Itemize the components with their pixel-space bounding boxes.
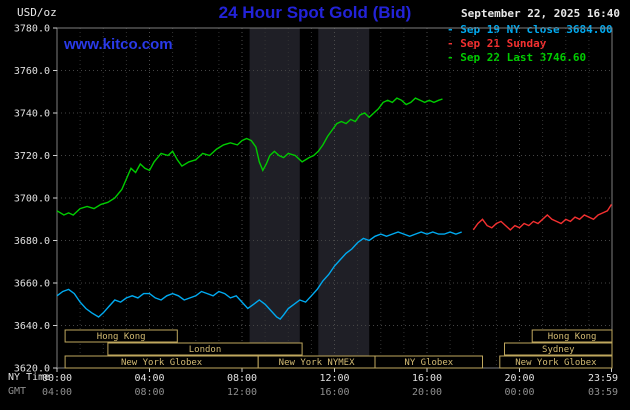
x-tick-label-ny: 20:00 xyxy=(504,373,534,384)
x-tick-label-gmt: 04:00 xyxy=(42,387,72,398)
y-tick-label: 3720.0 xyxy=(14,151,50,162)
legend-item-sep19: - Sep 19 NY close 3684.00 xyxy=(447,23,613,36)
x-tick-label-ny: 00:00 xyxy=(42,373,72,384)
session-box xyxy=(499,355,613,369)
y-tick-label: 3680.0 xyxy=(14,236,50,247)
x-tick-label-ny: 23:59 xyxy=(588,373,618,384)
legend-item-sep22: - Sep 22 Last 3746.60 xyxy=(447,51,587,64)
session-label: New York Globex xyxy=(515,358,597,368)
session-box xyxy=(531,329,613,343)
x-tick-label-gmt: 08:00 xyxy=(134,387,164,398)
session-label: NY Globex xyxy=(404,358,453,368)
x-tick-label-gmt: 03:59 xyxy=(588,387,618,398)
ny-time-axis-label: NY Time xyxy=(8,372,51,383)
gmt-axis-label: GMT xyxy=(8,386,27,397)
y-tick-label: 3740.0 xyxy=(14,109,50,120)
y-tick-label: 3780.0 xyxy=(14,24,50,35)
x-tick-label-ny: 08:00 xyxy=(227,373,257,384)
x-tick-label-ny: 16:00 xyxy=(412,373,442,384)
x-tick-label-gmt: 00:00 xyxy=(504,387,534,398)
x-tick-label-ny: 12:00 xyxy=(319,373,349,384)
nymex-session-band xyxy=(318,28,370,368)
price-series-2 xyxy=(56,97,443,216)
kitco-watermark-link[interactable]: www.kitco.com xyxy=(64,36,173,53)
session-box xyxy=(374,355,483,369)
x-tick-label-gmt: 20:00 xyxy=(412,387,442,398)
y-tick-label: 3620.0 xyxy=(14,364,50,375)
legend: - Sep 19 NY close 3684.00 - Sep 21 Sunda… xyxy=(447,23,613,65)
datetime-label: September 22, 2025 16:40 xyxy=(461,7,620,20)
session-label: New York Globex xyxy=(121,358,203,368)
x-tick-label-gmt: 16:00 xyxy=(319,387,349,398)
session-label: Hong Kong xyxy=(548,332,597,342)
y-tick-label: 3760.0 xyxy=(14,66,50,77)
session-box xyxy=(107,342,303,356)
session-label: Sydney xyxy=(542,345,575,355)
session-label: Hong Kong xyxy=(97,332,146,342)
session-box xyxy=(504,342,613,356)
session-label: New York NYMEX xyxy=(279,358,355,368)
session-label: London xyxy=(189,345,222,355)
price-series-0 xyxy=(56,231,462,321)
x-tick-label-ny: 04:00 xyxy=(134,373,164,384)
unit-label: USD/oz xyxy=(17,6,57,19)
y-tick-label: 3660.0 xyxy=(14,279,50,290)
chart-title: 24 Hour Spot Gold (Bid) xyxy=(218,3,412,22)
price-series-1 xyxy=(472,204,613,231)
x-tick-label-gmt: 12:00 xyxy=(227,387,257,398)
session-box xyxy=(64,329,178,343)
y-tick-label: 3640.0 xyxy=(14,321,50,332)
y-tick-label: 3700.0 xyxy=(14,194,50,205)
